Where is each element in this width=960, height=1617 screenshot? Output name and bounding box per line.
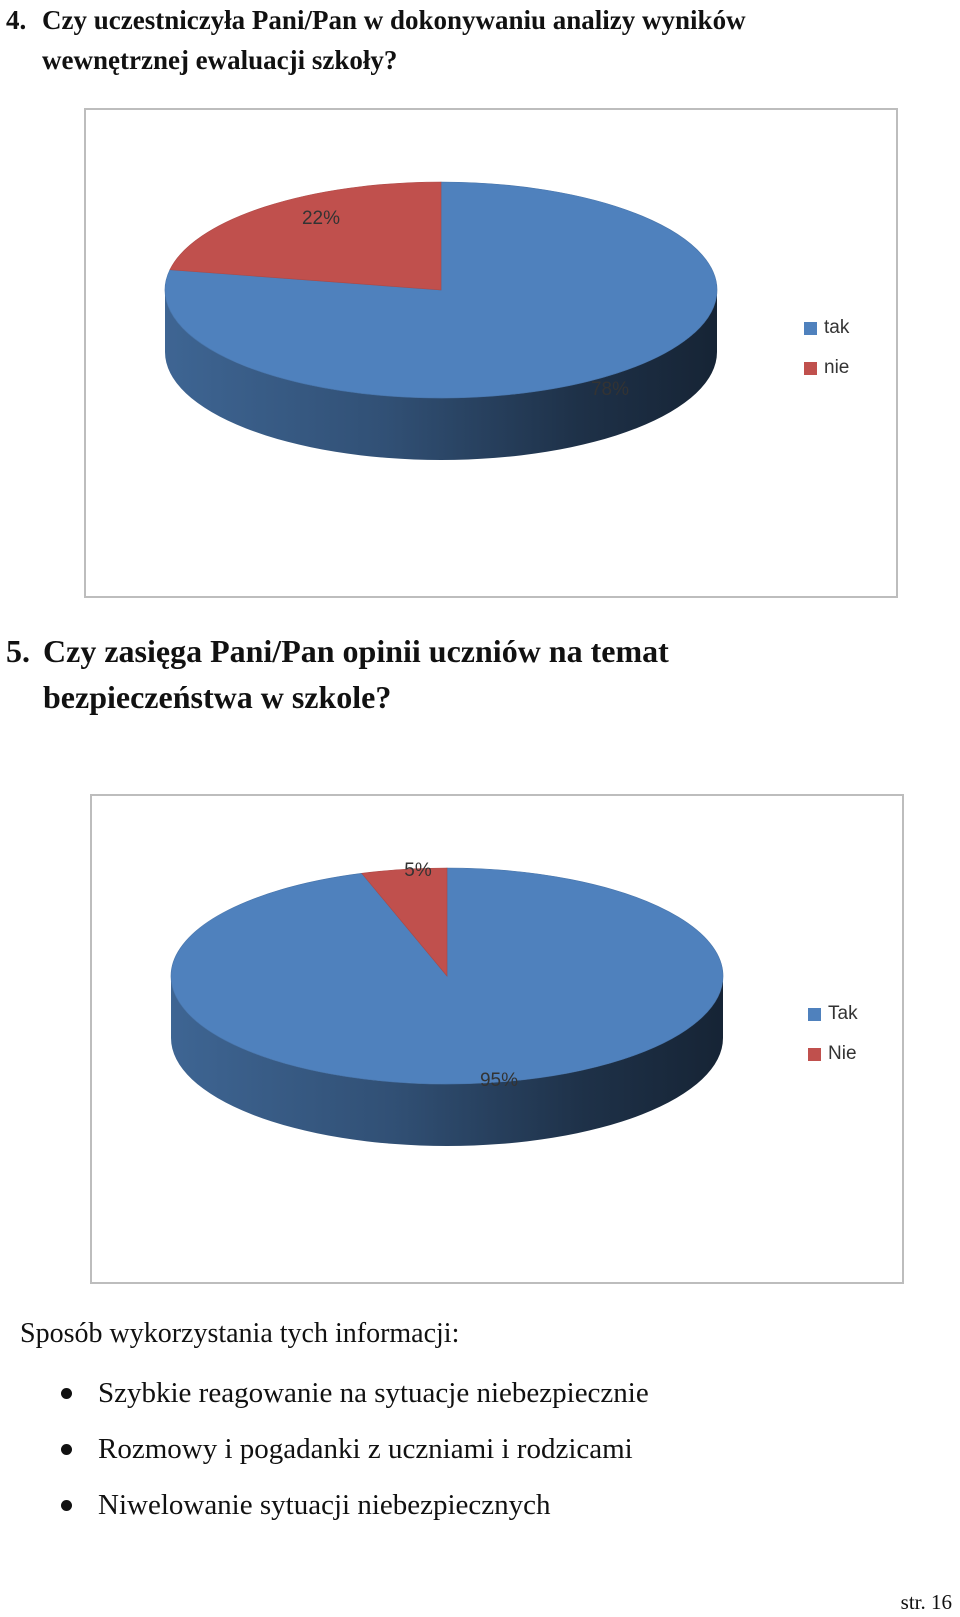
- legend-item-tak: tak: [804, 308, 849, 348]
- legend-swatch-tak: [804, 321, 817, 335]
- legend-label-nie-2: Nie: [828, 1043, 857, 1064]
- legend-item-tak-2: Tak: [808, 994, 858, 1034]
- page-number: str. 16: [900, 1590, 952, 1614]
- legend-label-nie: nie: [824, 357, 850, 378]
- question-5-line-1: Czy zasięga Pani/Pan opinii uczniów na t…: [43, 633, 669, 669]
- bullet-text: Szybkie reagowanie na sytuacje niebezpie…: [98, 1377, 649, 1409]
- slice-label-tak: 95%: [480, 1070, 518, 1091]
- slice-label-nie: 22%: [302, 208, 340, 229]
- pie-slice-tak: [164, 181, 718, 399]
- legend-swatch-nie-2: [808, 1047, 821, 1061]
- pie-slice-nie: [361, 867, 448, 977]
- section-title: Sposób wykorzystania tych informacji:: [20, 1318, 460, 1349]
- bullet-text: Rozmowy i pogadanki z uczniami i rodzica…: [98, 1433, 633, 1465]
- slice-label-nie: 5%: [404, 860, 432, 881]
- pie-side-wall-tak: [171, 976, 723, 1146]
- bullet-item: Szybkie reagowanie na sytuacje niebezpie…: [0, 1365, 649, 1421]
- legend-label-tak: tak: [824, 317, 850, 338]
- question-5-heading: 5. Czy zasięga Pani/Pan opinii uczniów na…: [6, 628, 946, 720]
- pie-chart-question-5: 95% 5% Tak Nie: [90, 794, 904, 1284]
- question-5-number: 5.: [6, 633, 30, 669]
- bullet-list: Szybkie reagowanie na sytuacje niebezpie…: [0, 1365, 649, 1533]
- legend-swatch-tak-2: [808, 1007, 821, 1021]
- question-4-line-2: wewnętrznej ewaluacji szkoły?: [42, 45, 398, 75]
- legend-item-nie: nie: [804, 348, 849, 388]
- pie-chart-1-svg: 78% 22%: [164, 181, 718, 460]
- question-4-number: 4.: [6, 5, 27, 35]
- legend-swatch-nie: [804, 361, 817, 375]
- chart-2-legend: Tak Nie: [808, 994, 858, 1074]
- pie-slice-nie: [169, 181, 442, 291]
- bullet-item: Niwelowanie sytuacji niebezpiecznych: [0, 1477, 649, 1533]
- question-4-heading: 4. Czy uczestniczyła Pani/Pan w dokonywan…: [6, 0, 946, 80]
- pie-chart-question-4: 78% 22% tak nie: [84, 108, 898, 598]
- bullet-dot-icon: [61, 1500, 72, 1511]
- bullet-dot-icon: [61, 1444, 72, 1455]
- bullet-text: Niwelowanie sytuacji niebezpiecznych: [98, 1489, 551, 1521]
- question-4-line-1: Czy uczestniczyła Pani/Pan w dokonywaniu…: [42, 5, 746, 35]
- pie-side-wall-tak: [165, 290, 717, 460]
- chart-1-legend: tak nie: [804, 308, 849, 388]
- question-5-line-2: bezpieczeństwa w szkole?: [43, 679, 392, 715]
- bullet-item: Rozmowy i pogadanki z uczniami i rodzica…: [0, 1421, 649, 1477]
- pie-chart-2-svg: 95% 5%: [170, 860, 724, 1146]
- slice-label-tak: 78%: [591, 379, 629, 400]
- legend-item-nie-2: Nie: [808, 1034, 858, 1074]
- legend-label-tak-2: Tak: [828, 1003, 858, 1024]
- bullet-dot-icon: [61, 1388, 72, 1399]
